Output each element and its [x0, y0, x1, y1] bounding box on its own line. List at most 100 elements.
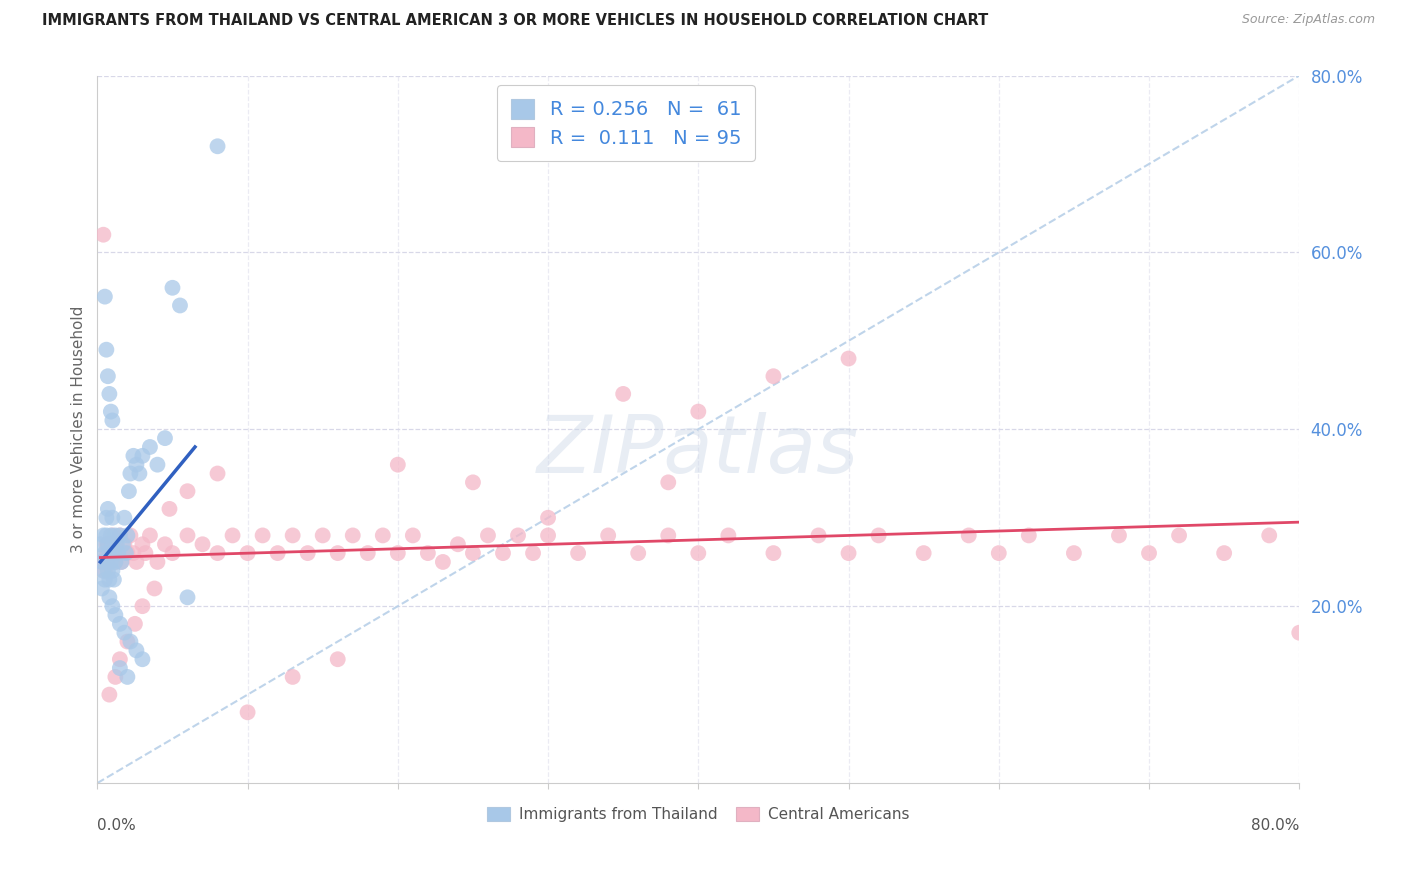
Point: [807, 528, 830, 542]
Point: [567, 546, 589, 560]
Point: [492, 546, 515, 560]
Point: [117, 528, 139, 542]
Point: [912, 546, 935, 560]
Point: [94, 564, 117, 578]
Point: [477, 528, 499, 542]
Point: [93, 227, 115, 242]
Point: [94, 573, 117, 587]
Point: [110, 555, 132, 569]
Point: [98, 688, 121, 702]
Point: [101, 537, 124, 551]
Point: [131, 537, 153, 551]
Point: [191, 537, 214, 551]
Point: [461, 475, 484, 490]
Point: [112, 537, 135, 551]
Point: [162, 546, 184, 560]
Point: [124, 616, 146, 631]
Point: [101, 599, 124, 614]
Point: [98, 591, 121, 605]
Point: [402, 528, 425, 542]
Point: [98, 555, 121, 569]
Point: [122, 546, 145, 560]
Point: [107, 546, 129, 560]
Point: [1108, 528, 1130, 542]
Point: [598, 528, 620, 542]
Point: [125, 458, 148, 472]
Point: [146, 458, 169, 472]
Point: [1258, 528, 1281, 542]
Point: [98, 546, 121, 560]
Point: [120, 634, 142, 648]
Point: [108, 616, 131, 631]
Point: [461, 546, 484, 560]
Point: [176, 591, 198, 605]
Point: [207, 546, 229, 560]
Point: [120, 467, 142, 481]
Point: [100, 537, 122, 551]
Point: [131, 449, 153, 463]
Text: Source: ZipAtlas.com: Source: ZipAtlas.com: [1241, 13, 1375, 27]
Point: [111, 537, 134, 551]
Point: [342, 528, 364, 542]
Point: [131, 652, 153, 666]
Point: [537, 510, 560, 524]
Point: [125, 643, 148, 657]
Point: [169, 298, 191, 312]
Point: [96, 546, 118, 560]
Point: [108, 661, 131, 675]
Y-axis label: 3 or more Vehicles in Household: 3 or more Vehicles in Household: [72, 306, 86, 553]
Point: [104, 607, 127, 622]
Point: [104, 555, 127, 569]
Point: [89, 537, 111, 551]
Point: [868, 528, 890, 542]
Point: [176, 528, 198, 542]
Point: [98, 387, 121, 401]
Point: [108, 652, 131, 666]
Point: [957, 528, 980, 542]
Point: [522, 546, 544, 560]
Point: [101, 546, 124, 560]
Point: [416, 546, 439, 560]
Point: [1213, 546, 1236, 560]
Point: [281, 670, 304, 684]
Point: [104, 670, 127, 684]
Point: [537, 528, 560, 542]
Point: [96, 510, 118, 524]
Point: [107, 546, 129, 560]
Point: [100, 404, 122, 418]
Point: [838, 546, 860, 560]
Point: [104, 537, 127, 551]
Point: [159, 502, 181, 516]
Point: [762, 369, 785, 384]
Point: [101, 564, 124, 578]
Point: [96, 555, 118, 569]
Point: [104, 528, 127, 542]
Point: [101, 528, 124, 542]
Point: [236, 546, 259, 560]
Point: [100, 555, 122, 569]
Point: [97, 502, 120, 516]
Point: [96, 537, 118, 551]
Point: [103, 546, 125, 560]
Point: [94, 290, 117, 304]
Point: [371, 528, 394, 542]
Point: [281, 528, 304, 542]
Point: [117, 670, 139, 684]
Point: [266, 546, 288, 560]
Point: [97, 537, 120, 551]
Point: [100, 528, 122, 542]
Point: [1063, 546, 1085, 560]
Text: ZIPatlas: ZIPatlas: [537, 411, 859, 490]
Point: [387, 546, 409, 560]
Point: [108, 528, 131, 542]
Point: [252, 528, 274, 542]
Point: [657, 528, 679, 542]
Point: [93, 564, 115, 578]
Text: IMMIGRANTS FROM THAILAND VS CENTRAL AMERICAN 3 OR MORE VEHICLES IN HOUSEHOLD COR: IMMIGRANTS FROM THAILAND VS CENTRAL AMER…: [42, 13, 988, 29]
Point: [98, 573, 121, 587]
Point: [236, 706, 259, 720]
Point: [108, 528, 131, 542]
Text: 0.0%: 0.0%: [97, 819, 136, 833]
Point: [447, 537, 470, 551]
Point: [97, 537, 120, 551]
